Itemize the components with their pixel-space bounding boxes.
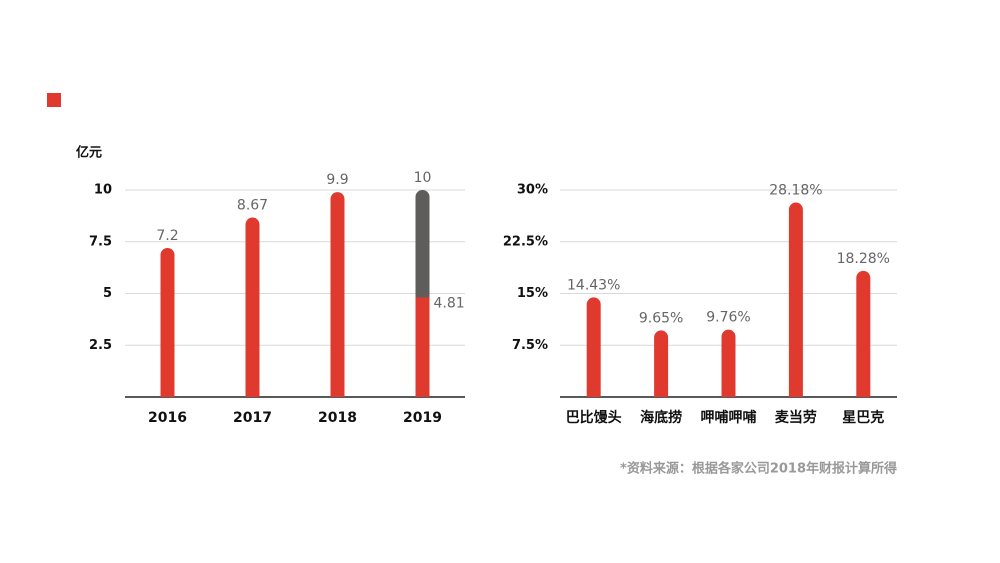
value-label: 7.2 [156, 228, 178, 244]
y-tick-label: 15% [517, 286, 548, 301]
source-note: *资料来源：根据各家公司2018年财报计算所得 [620, 461, 897, 477]
x-tick-label: 呷哺呷哺 [701, 409, 757, 426]
y-tick-label: 7.5 [89, 234, 112, 249]
x-tick-label: 麦当劳 [775, 409, 817, 426]
y-tick-label: 7.5% [512, 338, 548, 353]
value-label: 9.65% [639, 310, 683, 326]
bar [856, 270, 871, 397]
y-tick-label: 5 [103, 286, 112, 301]
y-axis-label: 亿元 [76, 145, 102, 161]
x-tick-label: 2016 [148, 410, 187, 426]
value-label: 9.76% [706, 310, 750, 326]
x-tick-label: 星巴克 [842, 409, 884, 426]
bar [586, 297, 601, 397]
y-tick-label: 10 [94, 183, 112, 198]
y-tick-label: 22.5% [503, 234, 548, 249]
y-tick-label: 2.5 [89, 338, 112, 353]
value-label: 28.18% [769, 183, 822, 199]
bar [788, 202, 803, 397]
value-label: 4.81 [434, 295, 465, 311]
bar [721, 329, 736, 397]
value-label: 14.43% [567, 277, 620, 293]
value-label: 10 [414, 170, 432, 186]
x-tick-label: 海底捞 [640, 409, 682, 426]
value-label: 18.28% [837, 251, 890, 267]
y-tick-label: 30% [517, 183, 548, 198]
bar [654, 330, 669, 397]
x-tick-label: 巴比馒头 [566, 409, 622, 426]
x-tick-label: 2018 [318, 410, 357, 426]
value-label: 8.67 [237, 198, 268, 214]
bar [330, 192, 345, 397]
bar [415, 297, 430, 397]
value-label: 9.9 [326, 172, 348, 188]
bar [245, 217, 260, 397]
x-tick-label: 2019 [403, 410, 442, 426]
bar [160, 247, 175, 397]
x-tick-label: 2017 [233, 410, 272, 426]
title-marker [47, 93, 61, 107]
